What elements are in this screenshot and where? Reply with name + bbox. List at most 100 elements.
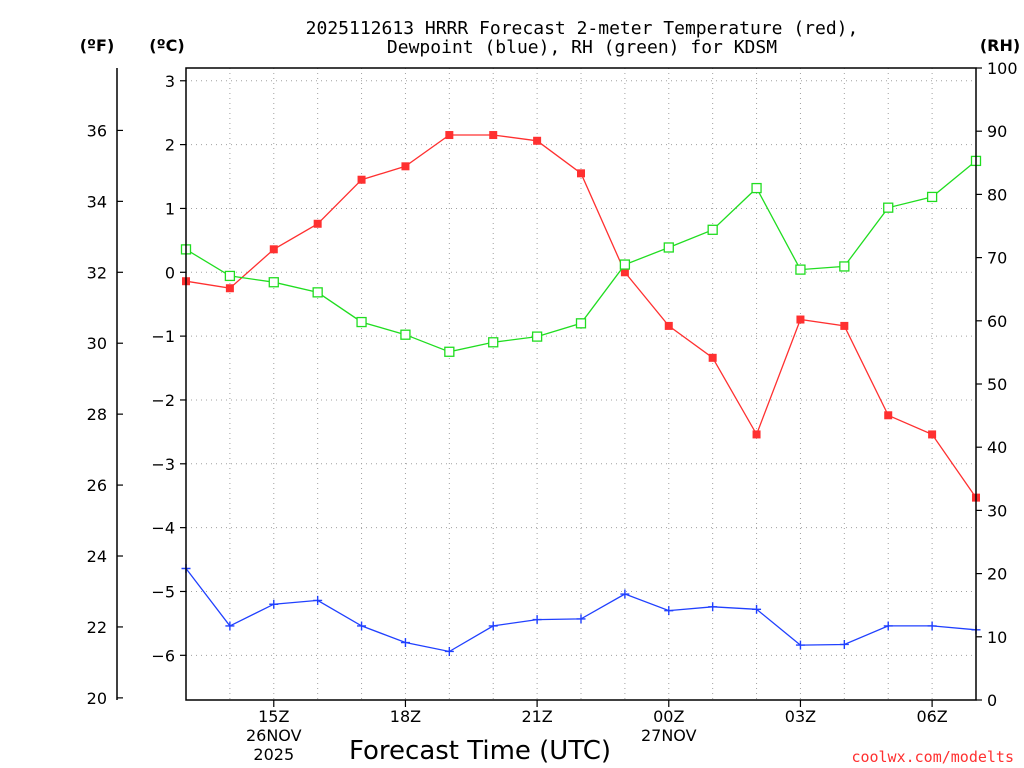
temperature-point: [401, 162, 410, 171]
fahrenheit-tick-label: 34: [87, 192, 107, 211]
temperature-point: [752, 430, 761, 439]
rh-tick-label: 0: [987, 691, 997, 710]
celsius-tick-label: 3: [165, 72, 175, 91]
rh-point: [839, 261, 850, 272]
fahrenheit-tick-label: 22: [87, 618, 107, 637]
rh-tick-label: 60: [987, 312, 1007, 331]
dewpoint-point: [400, 638, 410, 648]
rh-point: [619, 259, 631, 270]
rh-point: [751, 182, 762, 194]
dewpoint-point: [357, 621, 367, 631]
dewpoint-point: [620, 589, 630, 599]
rh-point: [488, 337, 499, 348]
temperature-point: [577, 169, 585, 178]
temperature-point: [313, 219, 322, 228]
time-tick-label: 18Z: [390, 707, 421, 726]
rh-point: [707, 224, 718, 235]
dewpoint-point: [576, 614, 586, 624]
temperature-point: [269, 245, 278, 254]
temperature-series: [182, 131, 980, 502]
date-label: 26NOV: [246, 726, 302, 745]
data-series: [180, 131, 982, 656]
rh-tick-label: 100: [987, 59, 1018, 78]
dewpoint-point: [664, 606, 674, 616]
temperature-point: [884, 411, 893, 420]
fahrenheit-tick-label: 32: [87, 263, 107, 282]
celsius-tick-label: −5: [151, 582, 175, 601]
celsius-tick-label: −4: [151, 519, 175, 538]
celsius-tick-label: −3: [151, 455, 175, 474]
dewpoint-point: [708, 602, 718, 612]
rh-point: [356, 316, 367, 328]
dewpoint-point: [269, 599, 279, 609]
rh-point: [575, 318, 587, 329]
date-label: 27NOV: [641, 726, 697, 745]
dewpoint-series: [181, 563, 981, 656]
celsius-tick-label: −6: [151, 646, 175, 665]
dewpoint-point: [752, 604, 762, 614]
celsius-tick-label: 1: [165, 199, 175, 218]
dewpoint-point: [795, 640, 805, 650]
celsius-tick-label: 0: [165, 263, 175, 282]
dewpoint-point: [532, 615, 542, 625]
time-tick-label: 15Z: [258, 707, 289, 726]
fahrenheit-unit-label: (ºF): [80, 36, 115, 55]
rh-tick-label: 20: [987, 565, 1007, 584]
celsius-unit-label: (ºC): [149, 36, 184, 55]
fahrenheit-tick-label: 26: [87, 476, 107, 495]
time-tick-label: 03Z: [785, 707, 816, 726]
year-label: 2025: [253, 745, 294, 764]
chart-title-line-2: Dewpoint (blue), RH (green) for KDSM: [387, 37, 777, 58]
temperature-point: [225, 284, 234, 293]
fahrenheit-tick-label: 28: [87, 405, 107, 424]
celsius-tick-label: −2: [151, 391, 175, 410]
dewpoint-line: [185, 568, 977, 653]
dewpoint-point: [883, 621, 893, 631]
temperature-point: [708, 353, 717, 362]
rh-point: [926, 191, 938, 203]
dewpoint-point: [488, 621, 498, 631]
rh-point: [531, 331, 543, 342]
chart-title: 2025112613 HRRR Forecast 2-meter Tempera…: [306, 18, 859, 58]
rh-point: [224, 270, 236, 282]
fahrenheit-tick-label: 30: [87, 334, 107, 353]
dewpoint-point: [225, 621, 235, 631]
plot-frame: [185, 67, 977, 701]
fahrenheit-tick-label: 20: [87, 689, 107, 708]
rh-point: [795, 264, 806, 275]
celsius-tick-label: 2: [165, 136, 175, 155]
rh-tick-label: 10: [987, 628, 1007, 647]
fahrenheit-tick-label: 24: [87, 547, 107, 566]
fahrenheit-axis: 36 34 32 30 28 26 24 22 20: [87, 68, 123, 708]
rh-unit-label: (RH): [980, 36, 1020, 55]
rh-tick-label: 50: [987, 375, 1007, 394]
dewpoint-point: [839, 639, 849, 649]
rh-point: [663, 242, 674, 253]
celsius-tick-label: −1: [151, 327, 175, 346]
temperature-point: [796, 315, 805, 324]
rh-point: [268, 277, 279, 288]
time-tick-label: 00Z: [653, 707, 684, 726]
dewpoint-point: [444, 646, 454, 656]
rh-series: [180, 155, 982, 357]
x-axis-title: Forecast Time (UTC): [349, 736, 611, 766]
rh-tick-label: 70: [987, 249, 1007, 268]
rh-tick-label: 80: [987, 185, 1007, 204]
rh-tick-label: 40: [987, 438, 1007, 457]
rh-tick-label: 90: [987, 122, 1007, 141]
grid-lines: [186, 68, 976, 700]
rh-point: [400, 329, 411, 340]
temperature-point: [928, 430, 937, 439]
rh-point: [312, 287, 323, 298]
time-tick-label: 06Z: [916, 707, 947, 726]
temperature-point: [357, 175, 366, 184]
temperature-point: [489, 131, 498, 140]
fahrenheit-tick-label: 36: [87, 121, 107, 140]
temperature-point: [533, 136, 542, 145]
time-tick-label: 21Z: [521, 707, 552, 726]
dewpoint-point: [313, 595, 323, 605]
temperature-point: [445, 131, 454, 140]
dewpoint-point: [927, 621, 937, 631]
